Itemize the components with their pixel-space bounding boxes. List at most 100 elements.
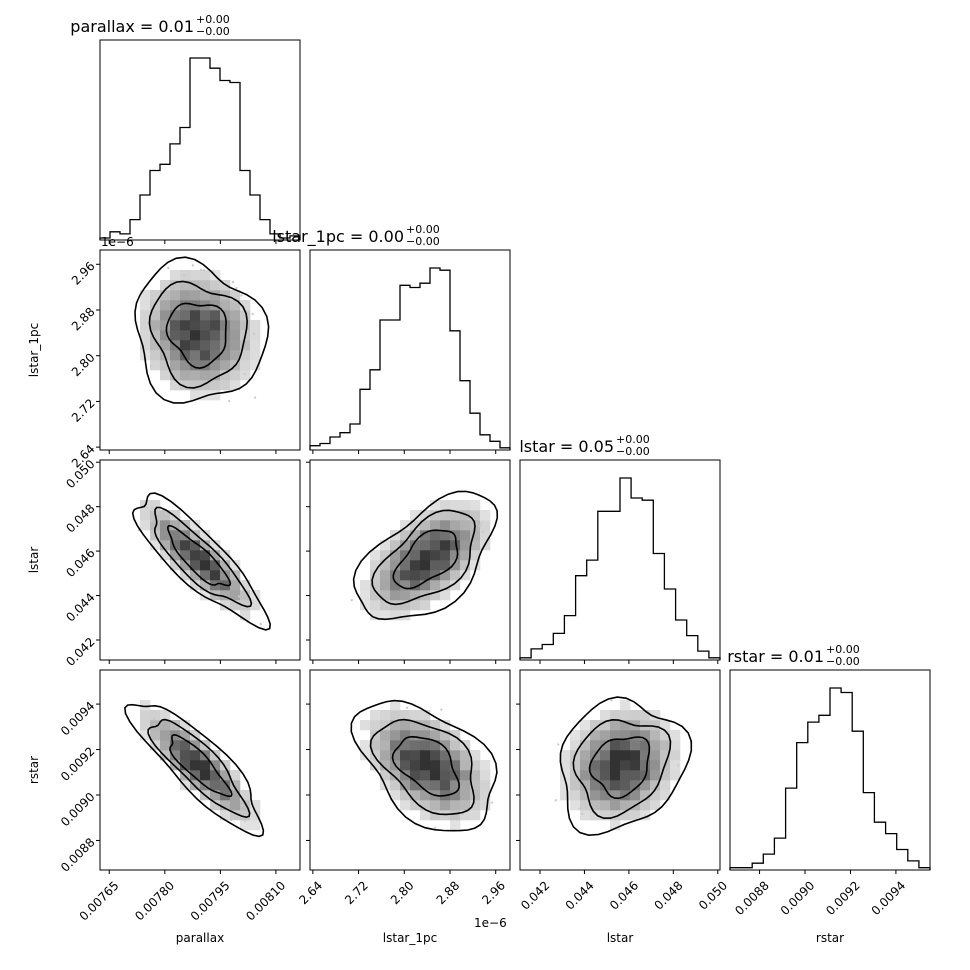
density-bin [180, 300, 191, 311]
density-panel-parallax-lstar [131, 492, 272, 631]
density-bin [600, 790, 611, 801]
density-bin [220, 760, 231, 771]
sample-point [167, 266, 170, 270]
density-bin [410, 790, 421, 801]
density-panel-lstar_1pc-lstar [350, 490, 499, 621]
density-bin [470, 770, 481, 781]
density-bin [430, 780, 441, 791]
density-bin [430, 580, 441, 591]
contour-line [572, 718, 672, 820]
density-bin [170, 290, 181, 301]
histogram-parallax [99, 57, 301, 240]
title-lower-rstar: −0.00 [826, 655, 860, 668]
density-bin [420, 580, 431, 591]
density-bin [450, 580, 461, 591]
density-bin [380, 560, 391, 571]
density-bin [620, 700, 631, 711]
density-bin [390, 570, 401, 581]
sample-point [610, 699, 613, 702]
density-bin [440, 580, 451, 591]
density-bin [410, 770, 421, 781]
density-bin [430, 570, 441, 581]
density-bin [460, 790, 471, 801]
x-tick-label-lstar_1pc: 2.88 [434, 878, 463, 907]
density-bin [380, 610, 391, 621]
sample-point [481, 530, 484, 533]
density-bin [440, 720, 451, 731]
density-bin [600, 740, 611, 751]
density-bin [430, 540, 441, 551]
density-bin [160, 720, 171, 731]
sample-point [243, 373, 246, 376]
density-bin [220, 360, 231, 371]
density-bin [630, 780, 641, 791]
density-bin [670, 730, 681, 741]
density-bin [660, 790, 671, 801]
density-bin [200, 270, 211, 281]
density-bin [470, 780, 481, 791]
density-bin [400, 530, 411, 541]
density-bin [600, 770, 611, 781]
density-bin [180, 360, 191, 371]
contour-line [153, 506, 253, 608]
density-bin [150, 330, 161, 341]
density-bin [400, 730, 411, 741]
x-offset-label-lstar_1pc: 1e−6 [474, 916, 507, 930]
density-bin [370, 570, 381, 581]
y-tick-label-lstar_1pc: 2.80 [69, 350, 98, 379]
density-bin [440, 520, 451, 531]
density-bin [160, 530, 171, 541]
contour-line [392, 529, 459, 590]
y-tick-label-lstar: 0.048 [63, 501, 97, 535]
density-bin [410, 510, 421, 521]
density-bin [210, 350, 221, 361]
x-tick-label-lstar: 0.048 [651, 878, 685, 912]
density-bin [580, 730, 591, 741]
density-bin [180, 760, 191, 771]
density-bin [140, 320, 151, 331]
density-bin [640, 750, 651, 761]
density-bin [150, 310, 161, 321]
density-bin [230, 770, 241, 781]
density-bin [190, 560, 201, 571]
density-bin [590, 730, 601, 741]
density-bin [650, 720, 661, 731]
density-bin [400, 750, 411, 761]
density-bin [420, 750, 431, 761]
density-bin [440, 730, 451, 741]
density-bin [640, 780, 651, 791]
density-bin [200, 570, 211, 581]
density-bin [630, 790, 641, 801]
density-bin [240, 580, 251, 591]
density-bin [230, 800, 241, 811]
x-tick-label-lstar_1pc: 2.72 [342, 878, 371, 907]
density-bin [450, 550, 461, 561]
density-bin [470, 540, 481, 551]
contour-line [148, 280, 249, 389]
contour-line [165, 302, 227, 370]
density-bin [160, 370, 171, 381]
density-bin [440, 570, 451, 581]
density-bin [200, 390, 211, 401]
density-bin [440, 510, 451, 521]
density-bin [430, 770, 441, 781]
title-rstar: rstar = 0.01 [727, 647, 824, 666]
density-bin [370, 560, 381, 571]
density-bin [640, 710, 651, 721]
density-bin [470, 790, 481, 801]
density-bin [450, 560, 461, 571]
density-bin [480, 530, 491, 541]
density-bin [470, 550, 481, 561]
x-tick-label-rstar: 0.0088 [732, 878, 772, 918]
density-bin [660, 770, 671, 781]
density-bin [210, 280, 221, 291]
density-bin [140, 720, 151, 731]
density-bin [250, 360, 261, 371]
density-bin [670, 770, 681, 781]
contour-line [369, 718, 475, 816]
density-bin [240, 600, 251, 611]
density-bin [440, 560, 451, 571]
density-bin [160, 510, 171, 521]
density-bin [160, 550, 171, 561]
density-bin [380, 750, 391, 761]
